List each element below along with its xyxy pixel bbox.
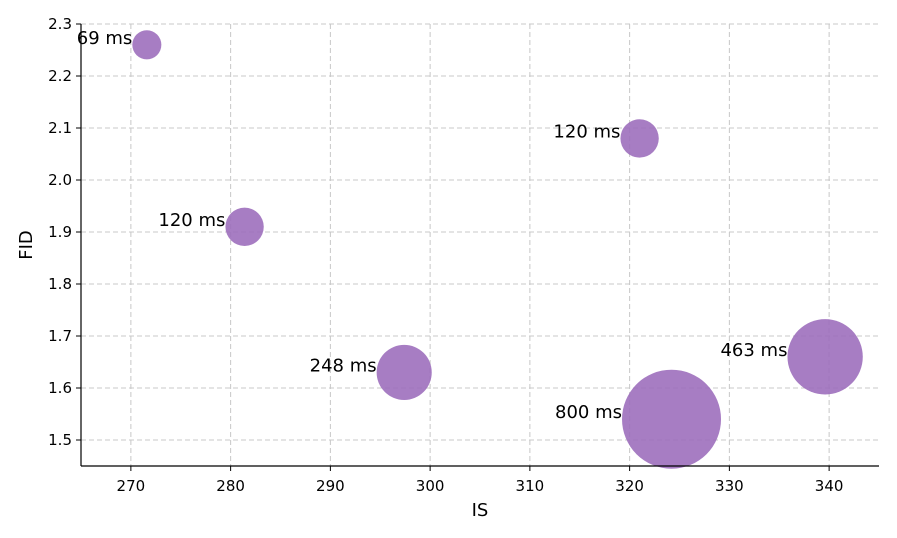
data-point [622,369,722,469]
y-tick-label: 2.3 [48,15,72,33]
point-label: 120 ms [158,210,225,231]
y-tick-label: 1.7 [48,327,72,345]
x-tick-label: 300 [416,477,445,495]
grid-layer [81,23,879,466]
y-tick-label: 2.0 [48,171,72,189]
y-tick-label: 2.2 [48,67,72,85]
point-label: 463 ms [720,340,787,361]
y-tick-label: 2.1 [48,119,72,137]
axis-layer: 270 280 290 300 310 320 330 340 1.5 1.6 1.7 1.8 1.9 2… [48,15,879,495]
data-point [787,319,863,395]
x-tick-label: 290 [316,477,345,495]
y-tick-label: 1.5 [48,431,72,449]
data-point [376,344,432,400]
data-point [132,30,162,60]
point-label: 800 ms [555,402,622,423]
point-label: 120 ms [553,121,620,142]
y-axis-title: FID [16,230,37,260]
data-point [620,119,659,158]
x-axis-title: IS [472,500,489,521]
x-tick-label: 330 [715,477,744,495]
point-label: 248 ms [310,355,377,376]
x-tick-label: 270 [117,477,146,495]
point-label: 69 ms [77,28,133,49]
y-tick-label: 1.9 [48,223,72,241]
label-layer: 69 ms 120 ms 120 ms 248 ms 463 ms 800 ms [77,28,788,423]
x-tick-label: 280 [216,477,245,495]
y-tick-label: 1.6 [48,379,72,397]
x-tick-label: 340 [815,477,844,495]
y-tick-label: 1.8 [48,275,72,293]
point-layer [132,30,863,469]
x-tick-label: 320 [615,477,644,495]
x-tick-label: 310 [516,477,545,495]
data-point [225,207,264,246]
